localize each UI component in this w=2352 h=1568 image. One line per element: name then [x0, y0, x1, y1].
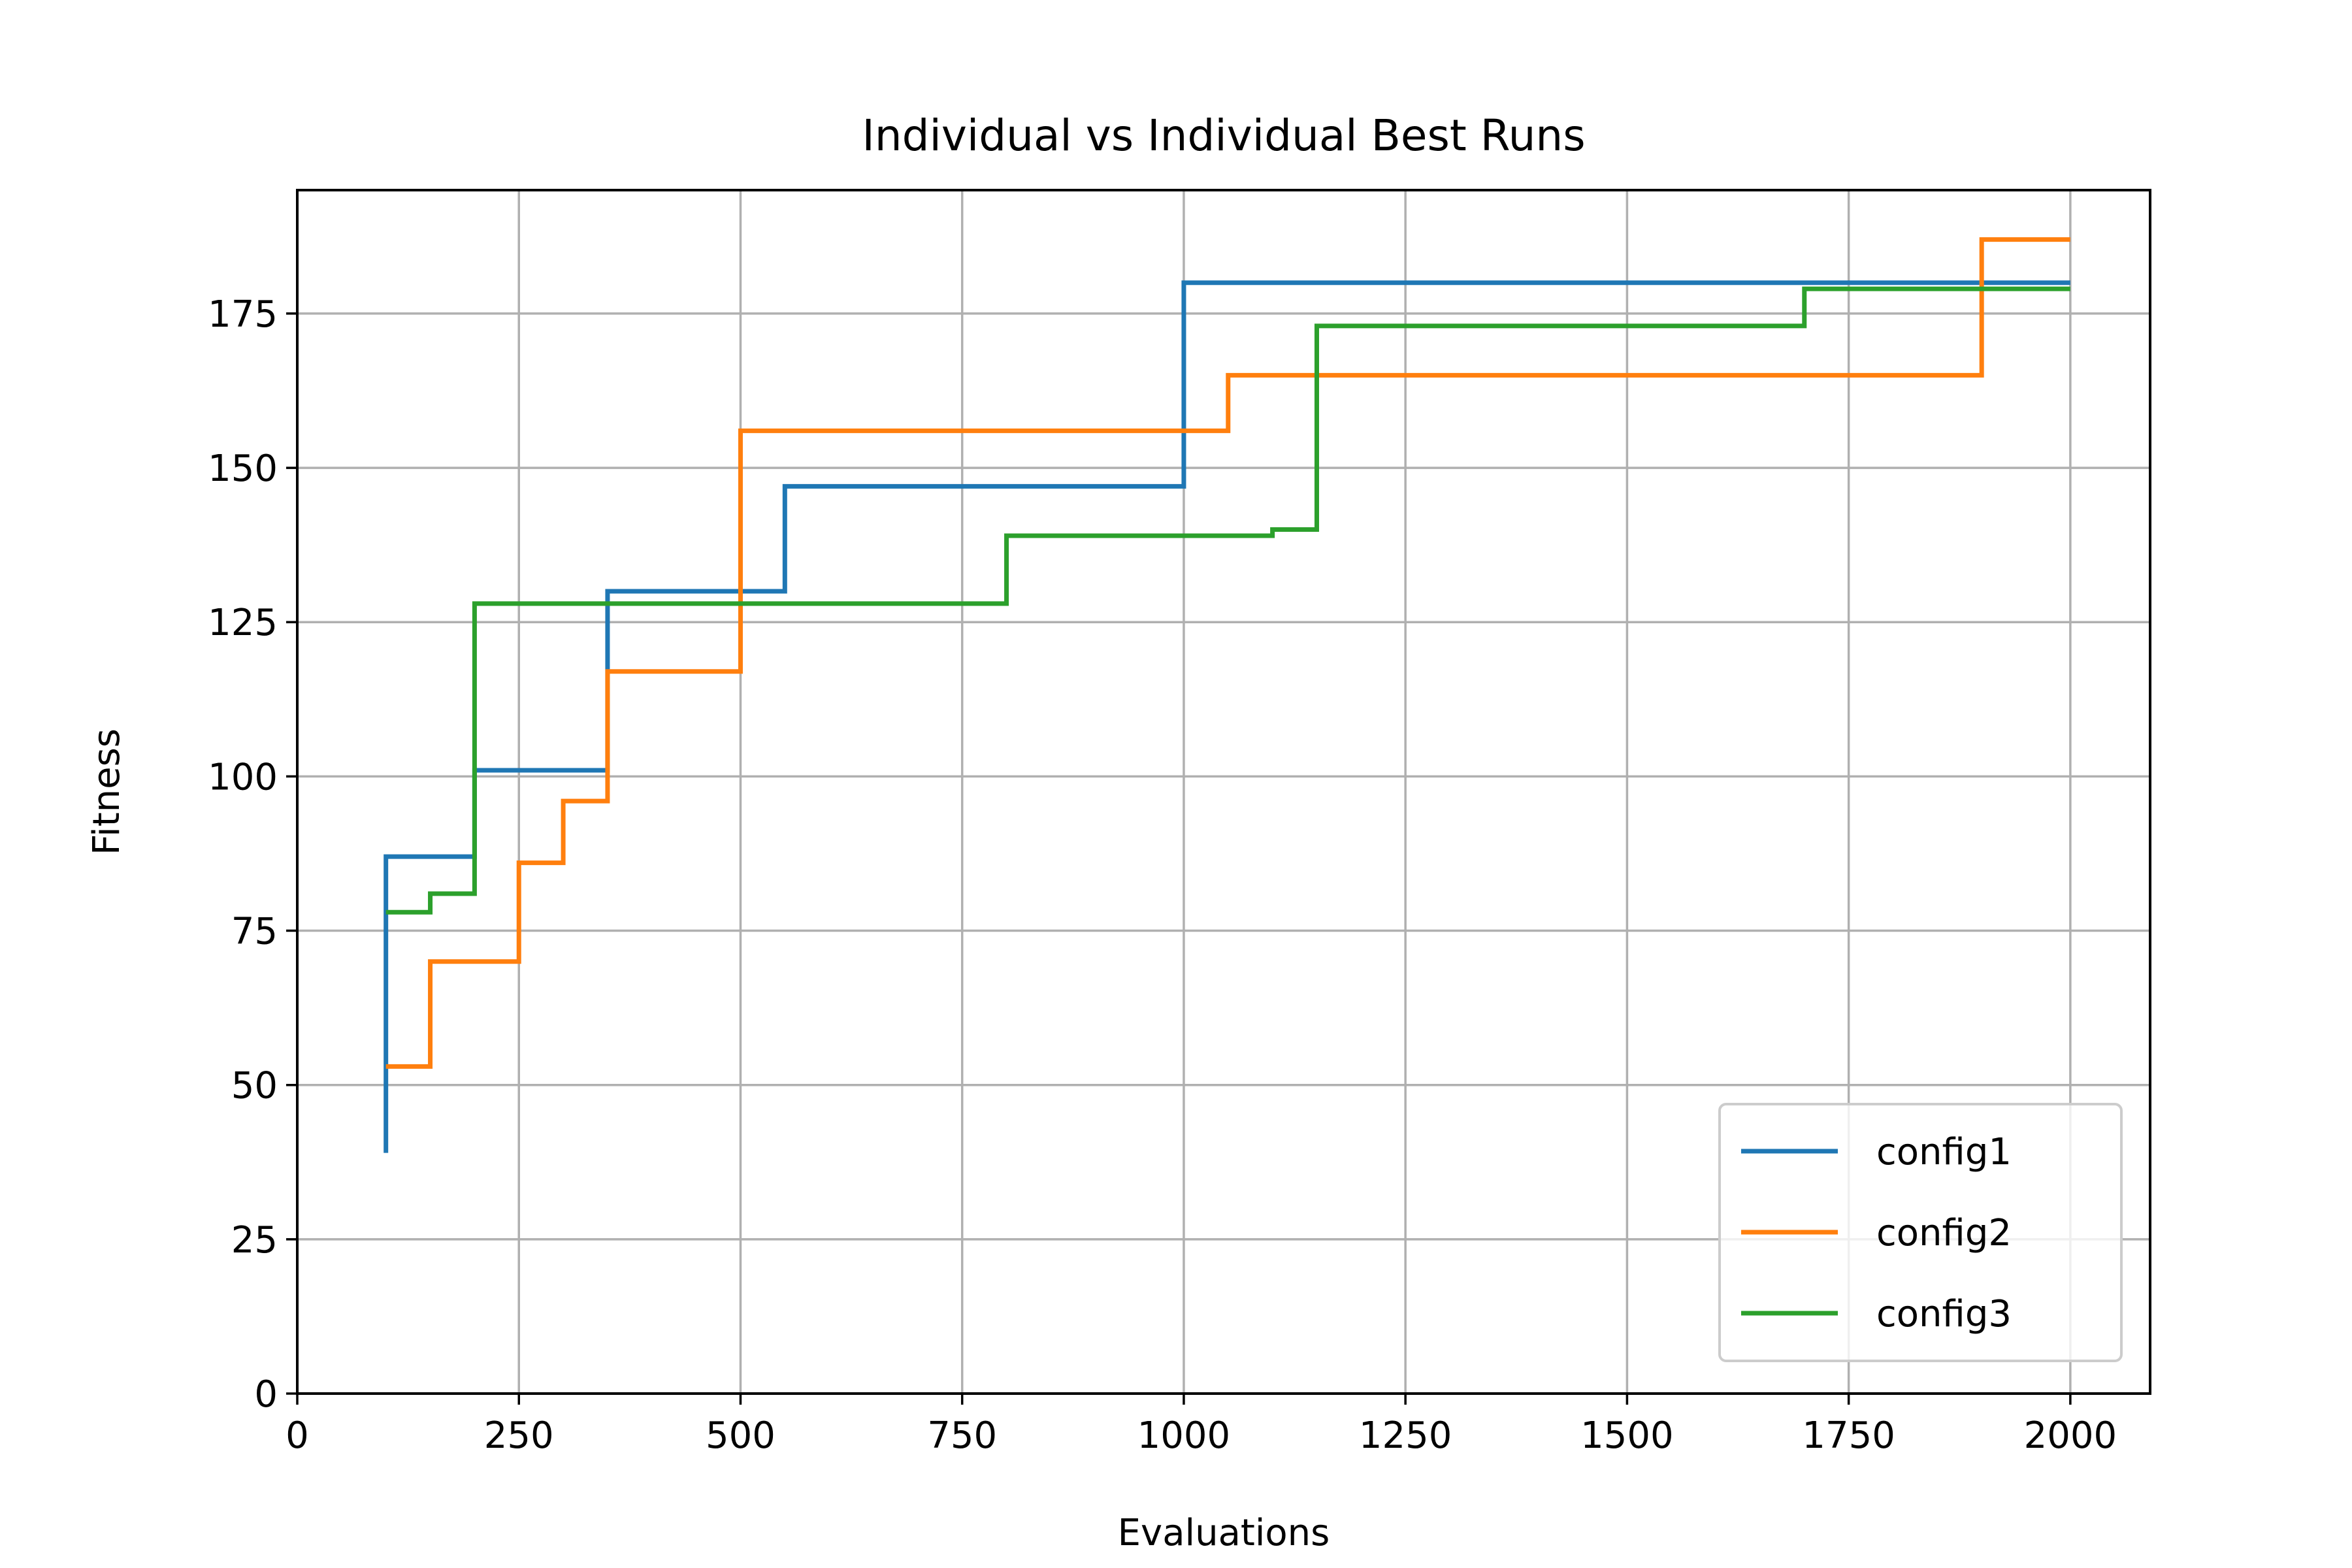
x-axis-label: Evaluations — [1118, 1512, 1330, 1554]
series-line-config2 — [385, 237, 2070, 1069]
x-tick-label: 750 — [927, 1414, 997, 1457]
legend-label-config2: config2 — [1876, 1212, 2012, 1254]
legend-label-config1: config1 — [1876, 1131, 2012, 1173]
x-tick-label: 500 — [706, 1414, 776, 1457]
x-tick-label: 1000 — [1137, 1414, 1231, 1457]
y-tick-label: 100 — [208, 756, 278, 798]
y-tick-label: 0 — [254, 1373, 278, 1416]
legend-items: config1 config2 config3 — [1741, 1131, 2012, 1335]
legend: config1 config2 config3 — [1718, 1103, 2123, 1362]
legend-label-config3: config3 — [1876, 1293, 2012, 1335]
x-tick-label: 1500 — [1580, 1414, 1674, 1457]
chart-title: Individual vs Individual Best Runs — [862, 110, 1585, 161]
x-tick-label: 1250 — [1359, 1414, 1452, 1457]
y-tick-label: 150 — [208, 448, 278, 490]
y-tick-label: 75 — [231, 911, 278, 953]
x-tick-label: 250 — [484, 1414, 554, 1457]
x-tick-label: 0 — [286, 1414, 309, 1457]
y-tick-label: 175 — [208, 293, 278, 336]
x-tick-label: 2000 — [2024, 1414, 2117, 1457]
series-line-config3 — [385, 286, 2070, 915]
series-line-config1 — [384, 280, 2070, 1153]
x-tick-label: 1750 — [1802, 1414, 1895, 1457]
series-lines — [384, 237, 2070, 1153]
legend-box — [1718, 1103, 2123, 1362]
y-axis-label: Fitness — [86, 728, 128, 855]
y-tick-label: 50 — [231, 1065, 278, 1107]
y-tick-label: 25 — [231, 1219, 278, 1262]
y-tick-label: 125 — [208, 602, 278, 644]
plot-frame — [296, 189, 2151, 1395]
axis-ticks: 0 250 500 750 1000 1250 1500 1750 2000 0 25 50 75 100… — [208, 293, 2117, 1457]
